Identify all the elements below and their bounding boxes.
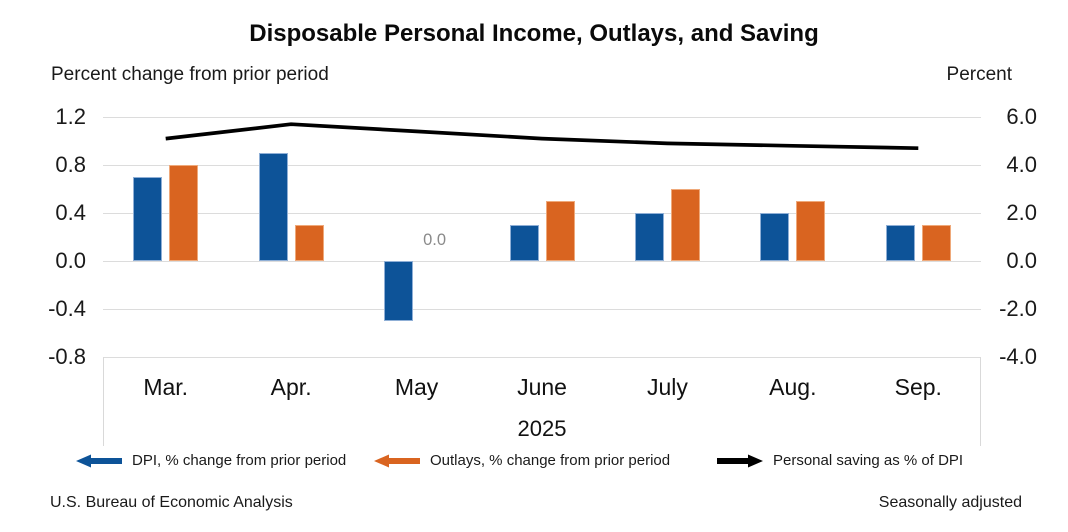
- dpi-bar: [384, 261, 414, 321]
- dpi-bar: [509, 225, 539, 261]
- month-label: Apr.: [270, 374, 312, 400]
- gridline: [103, 212, 981, 214]
- month-label: Sep.: [894, 374, 942, 400]
- dpi-bar: [634, 213, 664, 261]
- gridline: [103, 308, 981, 310]
- legend-saving-arrow-icon: [717, 454, 763, 467]
- outlays-bar: [796, 201, 826, 261]
- gridline: [103, 260, 981, 262]
- chart-title: Disposable Personal Income, Outlays, and…: [249, 20, 819, 47]
- legend-outlays-label: Outlays, % change from prior period: [430, 452, 671, 469]
- right-axis-tick-label: 0.0: [1006, 248, 1037, 273]
- zero-value-label: 0.0: [423, 231, 447, 249]
- year-label: 2025: [517, 416, 567, 441]
- month-label: Mar.: [143, 374, 189, 400]
- legend-dpi-label: DPI, % change from prior period: [132, 452, 347, 469]
- gridline: [103, 116, 981, 118]
- legend-outlays-arrow-icon: [374, 454, 420, 467]
- legend-dpi-arrow-icon: [76, 454, 122, 467]
- outlays-bar: [294, 225, 324, 261]
- legend-item-dpi: DPI, % change from prior period: [75, 452, 346, 469]
- left-axis-tick-label: -0.8: [48, 344, 86, 369]
- right-axis-tick-label: 2.0: [1006, 200, 1037, 225]
- month-label: May: [394, 374, 439, 400]
- dpi-bar: [760, 213, 790, 261]
- gridline: [103, 356, 981, 358]
- left-axis-tick-label: 0.0: [55, 248, 86, 273]
- outlays-bar: [670, 189, 700, 261]
- month-label: Aug.: [769, 374, 817, 400]
- footer-note: Seasonally adjusted: [878, 494, 1022, 511]
- month-label: June: [517, 374, 567, 400]
- left-axis-tick-label: 0.4: [55, 200, 86, 225]
- dpi-bar: [133, 177, 163, 261]
- footer-source: U.S. Bureau of Economic Analysis: [50, 494, 293, 511]
- right-axis-tick-label: 6.0: [1006, 104, 1037, 129]
- dpi-bar: [885, 225, 915, 261]
- left-axis-tick-label: 0.8: [55, 152, 86, 177]
- gridline: [103, 164, 981, 166]
- dpi-bar: [258, 153, 288, 261]
- left-axis-tick-label: 1.2: [55, 104, 86, 129]
- outlays-bar: [545, 201, 575, 261]
- legend-saving-label: Personal saving as % of DPI: [773, 452, 964, 469]
- left-axis-tick-label: -0.4: [48, 296, 86, 321]
- right-axis-tick-label: -2.0: [999, 296, 1037, 321]
- legend-item-outlays: Outlays, % change from prior period: [373, 452, 670, 469]
- legend-item-saving: Personal saving as % of DPI: [716, 452, 963, 469]
- right-axis-caption: Percent: [946, 64, 1012, 85]
- right-axis-tick-label: 4.0: [1006, 152, 1037, 177]
- right-axis-tick-label: -4.0: [999, 344, 1037, 369]
- left-axis-caption: Percent change from prior period: [51, 64, 329, 85]
- outlays-bar: [169, 165, 199, 261]
- month-label: July: [646, 374, 688, 400]
- category-strip: [103, 357, 981, 446]
- outlays-bar: [921, 225, 951, 261]
